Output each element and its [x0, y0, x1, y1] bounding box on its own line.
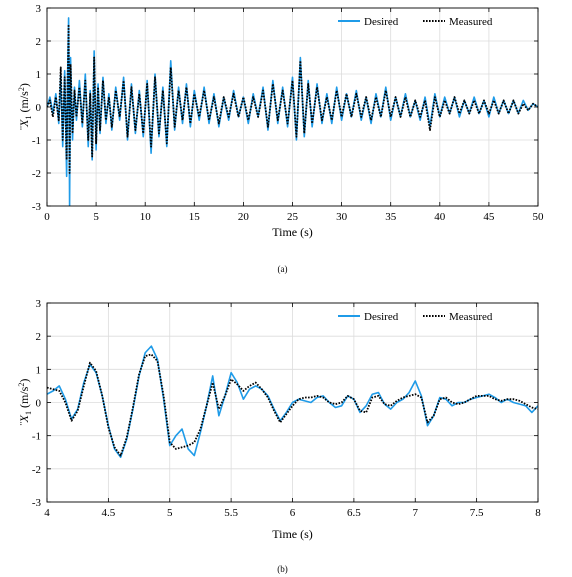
chart-b-xtick-label-8: 8	[535, 507, 541, 519]
chart-b-caption: (b)	[277, 564, 288, 574]
chart-a-svg: 0 5 10 15 20 25 30 35 40 45 50 -3 -2 -1 0 1 2 3 Time (s) ¨X…	[17, 3, 545, 274]
chart-b-xtick-label-4: 6	[290, 507, 296, 519]
chart-b-ytick-label-2: -1	[32, 431, 41, 443]
chart-b-xtick-label-1: 4.5	[102, 507, 116, 519]
chart-a-xtick-label-4: 20	[238, 211, 250, 223]
chart-b-svg: 4 4.5 5 5.5 6 6.5 7 7.5 8 -3 -2 -1 0 1 2 3 Time (s) ¨X1 (…	[17, 298, 541, 574]
chart-b-xtick-label-5: 6.5	[347, 507, 361, 519]
chart-b-ytick-label-5: 2	[36, 331, 42, 343]
chart-b-xtick-label-7: 7.5	[470, 507, 484, 519]
chart-b-legend-label-desired: Desired	[364, 311, 399, 323]
chart-b-xtick-label-3: 5.5	[224, 507, 238, 519]
chart-a-legend-label-desired: Desired	[364, 16, 399, 28]
chart-a-legend-label-measured: Measured	[449, 16, 493, 28]
chart-b-ytick-label-3: 0	[36, 398, 42, 410]
chart-a-ytick-label-6: 3	[36, 3, 42, 15]
chart-b-ylabel: ¨X1 (m/s2)	[17, 379, 33, 427]
chart-b-series-measured	[47, 353, 538, 457]
chart-b-ytick-label-1: -2	[32, 464, 41, 476]
chart-b-ytick-label-4: 1	[36, 364, 42, 376]
chart-a-ytick-label-2: -1	[32, 135, 41, 147]
chart-a-xtick-label-10: 50	[533, 211, 545, 223]
chart-a-xtick-label-0: 0	[44, 211, 50, 223]
chart-a-ylabel: ¨X1 (m/s2)	[17, 83, 33, 131]
chart-a-ytick-label-3: 0	[36, 102, 42, 114]
chart-a-caption: (a)	[278, 264, 288, 274]
chart-a-xlabel: Time (s)	[272, 225, 313, 239]
chart-b-xtick-label-6: 7	[413, 507, 419, 519]
chart-a-ytick-label-5: 2	[36, 36, 42, 48]
chart-b-xlabel: Time (s)	[272, 527, 313, 541]
chart-a-xtick-label-2: 10	[140, 211, 152, 223]
chart-b-xtick-label-2: 5	[167, 507, 173, 519]
chart-b-ytick-label-0: -3	[32, 497, 42, 509]
chart-panel-b: 4 4.5 5 5.5 6 6.5 7 7.5 8 -3 -2 -1 0 1 2 3 Time (s) ¨X1 (…	[0, 291, 572, 577]
chart-a-xtick-label-5: 25	[287, 211, 299, 223]
chart-b-legend-label-measured: Measured	[449, 311, 493, 323]
chart-a-xtick-label-9: 45	[483, 211, 495, 223]
chart-a-ytick-label-1: -2	[32, 168, 41, 180]
chart-a-xtick-label-8: 40	[434, 211, 446, 223]
chart-a-xtick-label-3: 15	[189, 211, 201, 223]
chart-panel-a: 0 5 10 15 20 25 30 35 40 45 50 -3 -2 -1 0 1 2 3 Time (s) ¨X…	[0, 0, 572, 286]
chart-a-xtick-label-6: 30	[336, 211, 348, 223]
chart-a-xtick-label-1: 5	[93, 211, 99, 223]
chart-a-series-measured	[47, 23, 538, 174]
chart-b-xtick-label-0: 4	[44, 507, 50, 519]
chart-a-xtick-label-7: 35	[385, 211, 397, 223]
chart-a-ytick-label-4: 1	[36, 69, 42, 81]
chart-a-ytick-label-0: -3	[32, 201, 42, 213]
chart-b-ytick-label-6: 3	[36, 298, 42, 310]
